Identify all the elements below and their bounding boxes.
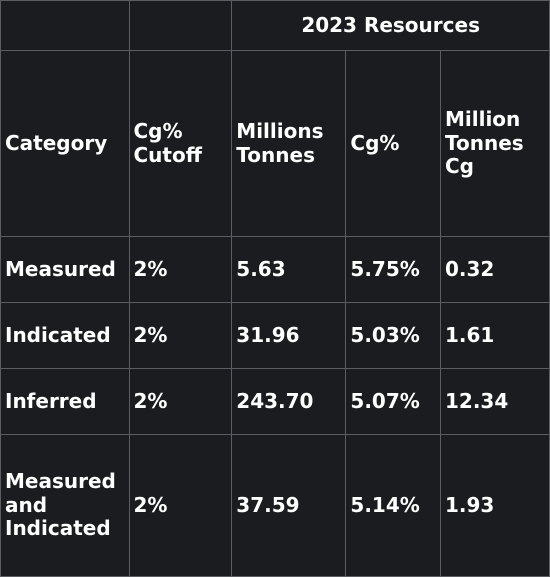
cell-text: 37.59 bbox=[236, 492, 300, 517]
table-cell: 2% bbox=[128, 236, 233, 303]
table-cell: 5.75% bbox=[345, 236, 441, 303]
column-header-cutoff: Cg% Cutoff bbox=[128, 50, 233, 237]
cell-text: Measured bbox=[5, 256, 116, 281]
table-cell: 5.07% bbox=[345, 368, 441, 435]
cell-text: 1.93 bbox=[444, 492, 495, 517]
cell-text: Inferred bbox=[5, 388, 97, 413]
table-cell: Measured and Indicated bbox=[0, 434, 130, 577]
table-cell: Inferred bbox=[0, 368, 130, 435]
column-header-row: Category Cg% Cutoff Millions Tonnes Cg% … bbox=[0, 50, 550, 237]
table-cell: 31.96 bbox=[231, 302, 347, 369]
cell-text: 2% bbox=[133, 388, 168, 413]
cell-text: Measured and Indicated bbox=[5, 469, 116, 541]
table-cell: Indicated bbox=[0, 302, 130, 369]
empty-header-cell bbox=[0, 0, 130, 51]
cell-text: 2% bbox=[133, 322, 168, 347]
cell-text: 2% bbox=[133, 492, 168, 517]
empty-header-cell bbox=[128, 0, 233, 51]
table-row: Inferred 2% 243.70 5.07% 12.34 bbox=[0, 368, 550, 435]
table-cell: 5.03% bbox=[345, 302, 441, 369]
cell-text: 243.70 bbox=[236, 388, 314, 413]
table-cell: 2% bbox=[128, 434, 233, 577]
table-cell: 5.14% bbox=[345, 434, 441, 577]
table-cell: 1.61 bbox=[439, 302, 550, 369]
group-header-row: 2023 Resources bbox=[0, 0, 550, 51]
cell-text: 2% bbox=[133, 256, 168, 281]
column-header-million-tonnes-cg: Million Tonnes Cg bbox=[439, 50, 550, 237]
table-cell: 5.63 bbox=[231, 236, 347, 303]
column-header-label: Millions Tonnes bbox=[236, 118, 324, 167]
table-row: Measured and Indicated 2% 37.59 5.14% 1.… bbox=[0, 434, 550, 577]
column-header-label: Million Tonnes Cg bbox=[444, 107, 524, 179]
cell-text: 31.96 bbox=[236, 322, 300, 347]
cell-text: 5.03% bbox=[350, 322, 420, 347]
column-header-millions-tonnes: Millions Tonnes bbox=[231, 50, 347, 237]
column-header-label: Cg% Cutoff bbox=[133, 118, 202, 167]
table-cell: 37.59 bbox=[231, 434, 347, 577]
table-cell: 0.32 bbox=[439, 236, 550, 303]
table-cell: 2% bbox=[128, 368, 233, 435]
group-header-label: 2023 Resources bbox=[301, 12, 480, 37]
cell-text: 5.63 bbox=[236, 256, 286, 281]
column-header-cg-percent: Cg% bbox=[345, 50, 441, 237]
table-cell: 2% bbox=[128, 302, 233, 369]
cell-text: 12.34 bbox=[444, 388, 509, 413]
table-cell: Measured bbox=[0, 236, 130, 303]
table-cell: 1.93 bbox=[439, 434, 550, 577]
table-cell: 243.70 bbox=[231, 368, 347, 435]
column-header-label: Category bbox=[5, 130, 108, 155]
cell-text: 1.61 bbox=[444, 322, 495, 347]
cell-text: 5.07% bbox=[350, 388, 420, 413]
cell-text: Indicated bbox=[5, 322, 111, 347]
table-row: Indicated 2% 31.96 5.03% 1.61 bbox=[0, 302, 550, 369]
cell-text: 5.75% bbox=[350, 256, 420, 281]
table-cell: 12.34 bbox=[439, 368, 550, 435]
cell-text: 5.14% bbox=[350, 492, 420, 517]
cell-text: 0.32 bbox=[444, 256, 495, 281]
column-header-label: Cg% bbox=[350, 130, 400, 155]
table-row: Measured 2% 5.63 5.75% 0.32 bbox=[0, 236, 550, 303]
column-header-category: Category bbox=[0, 50, 130, 237]
group-header-2023-resources: 2023 Resources bbox=[231, 0, 550, 51]
